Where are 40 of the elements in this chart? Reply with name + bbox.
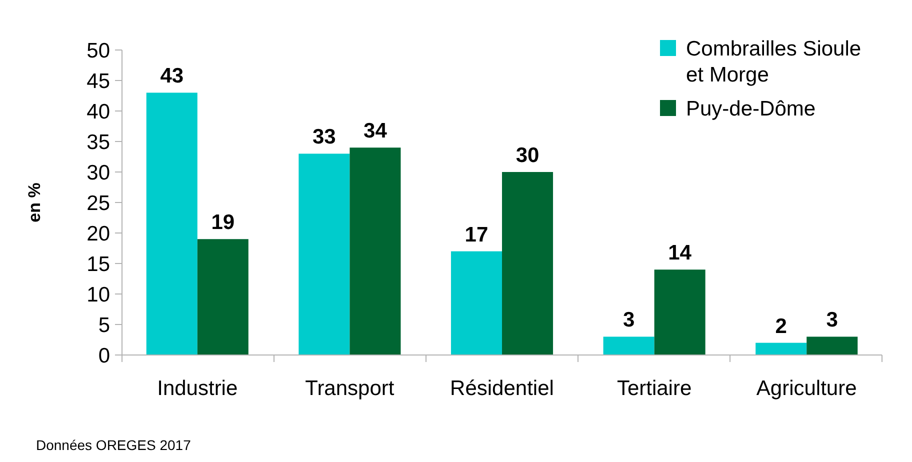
y-tick-label: 45 (86, 70, 110, 93)
data-label: 3 (622, 308, 635, 332)
data-label: 17 (464, 223, 488, 246)
y-tick-label: 10 (86, 283, 110, 306)
x-tick-label: Tertiaire (616, 377, 692, 400)
data-label: 33 (312, 126, 336, 149)
data-label: 3 (826, 308, 838, 332)
bar (146, 92, 198, 355)
data-label: 43 (160, 64, 184, 88)
y-tick-label: 0 (98, 344, 110, 368)
y-tick-label: 35 (86, 130, 110, 154)
bar (450, 251, 502, 355)
x-tick-label: Résidentiel (450, 377, 554, 400)
data-label: 2 (775, 314, 787, 338)
bar (298, 154, 350, 355)
bar (502, 172, 554, 355)
legend-label: Combrailles Sioule et Morge (686, 37, 862, 86)
y-tick-label: 15 (86, 252, 110, 276)
y-axis-title: en % (25, 182, 44, 222)
data-label: 30 (516, 144, 540, 167)
x-tick-label: Agriculture (756, 377, 857, 400)
bar (806, 336, 858, 355)
x-tick-label: Transport (305, 377, 394, 400)
y-tick-label: 20 (86, 222, 110, 246)
data-label: 14 (668, 242, 692, 265)
bar (654, 270, 706, 355)
y-tick-label: 50 (86, 39, 110, 62)
y-tick-label: 5 (98, 314, 110, 337)
x-tick-label: Industrie (157, 377, 238, 400)
bar (756, 342, 807, 355)
bar (350, 148, 401, 355)
y-tick-label: 30 (86, 161, 110, 184)
text: Données OREGES 2017 (36, 437, 192, 453)
legend-label: Puy-de-Dôme (686, 97, 816, 120)
data-label: 19 (211, 211, 235, 234)
y-tick-label: 40 (86, 100, 110, 124)
bar (197, 239, 248, 355)
y-tick-label: 25 (86, 192, 110, 215)
data-label: 34 (364, 120, 388, 143)
bar (603, 336, 654, 355)
